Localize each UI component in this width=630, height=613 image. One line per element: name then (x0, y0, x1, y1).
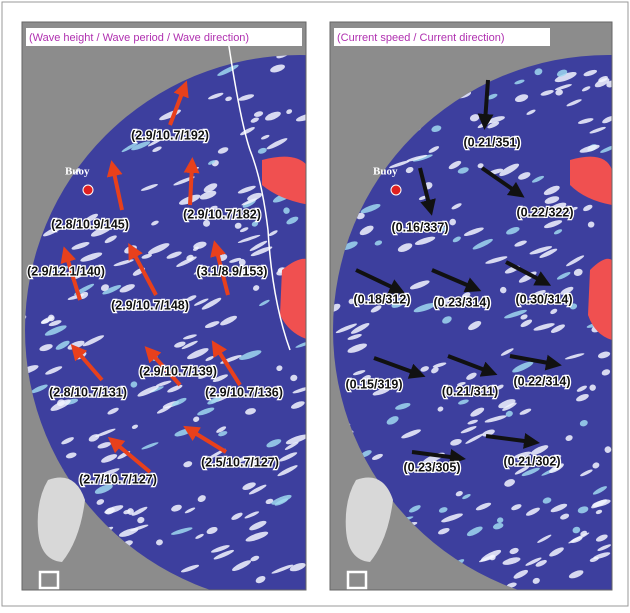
current-label: (0.21/311) (442, 384, 498, 398)
buoy-marker (391, 185, 401, 195)
wave-label: (2.5/10.7/127) (201, 455, 279, 469)
figure: (Wave height / Wave period / Wave direct… (0, 0, 630, 608)
wave-label: (2.9/10.7/139) (139, 364, 217, 378)
current-label: (0.21/351) (464, 135, 521, 149)
wave-label: (2.8/10.9/145) (51, 217, 129, 231)
panel-title: (Current speed / Current direction) (337, 32, 505, 44)
wave-label: (2.9/12.1/140) (27, 264, 105, 278)
current-label: (0.30/314) (516, 292, 573, 306)
current-label: (0.23/305) (404, 460, 461, 474)
wave-label: (3.1/8.9/153) (197, 264, 268, 278)
wave-label: (2.9/10.7/136) (205, 385, 283, 399)
buoy-label: Buoy (65, 166, 90, 178)
buoy-label: Buoy (373, 166, 398, 178)
buoy-marker (83, 185, 93, 195)
wave-label: (2.7/10.7/127) (79, 472, 157, 486)
wave-label: (2.9/10.7/192) (131, 128, 209, 142)
current-label: (0.18/312) (354, 292, 411, 306)
wave-label: (2.9/10.7/148) (111, 298, 189, 312)
current-label: (0.15/319) (346, 377, 403, 391)
current-label: (0.23/314) (434, 295, 491, 309)
wave-label: (2.9/10.7/182) (183, 207, 261, 221)
current-label: (0.16/337) (392, 220, 449, 234)
current-label: (0.21/302) (504, 454, 561, 468)
wave-label: (2.8/10.7/131) (49, 385, 127, 399)
current-label: (0.22/322) (517, 205, 574, 219)
panel-title: (Wave height / Wave period / Wave direct… (29, 32, 249, 44)
current-label: (0.22/314) (514, 374, 571, 388)
